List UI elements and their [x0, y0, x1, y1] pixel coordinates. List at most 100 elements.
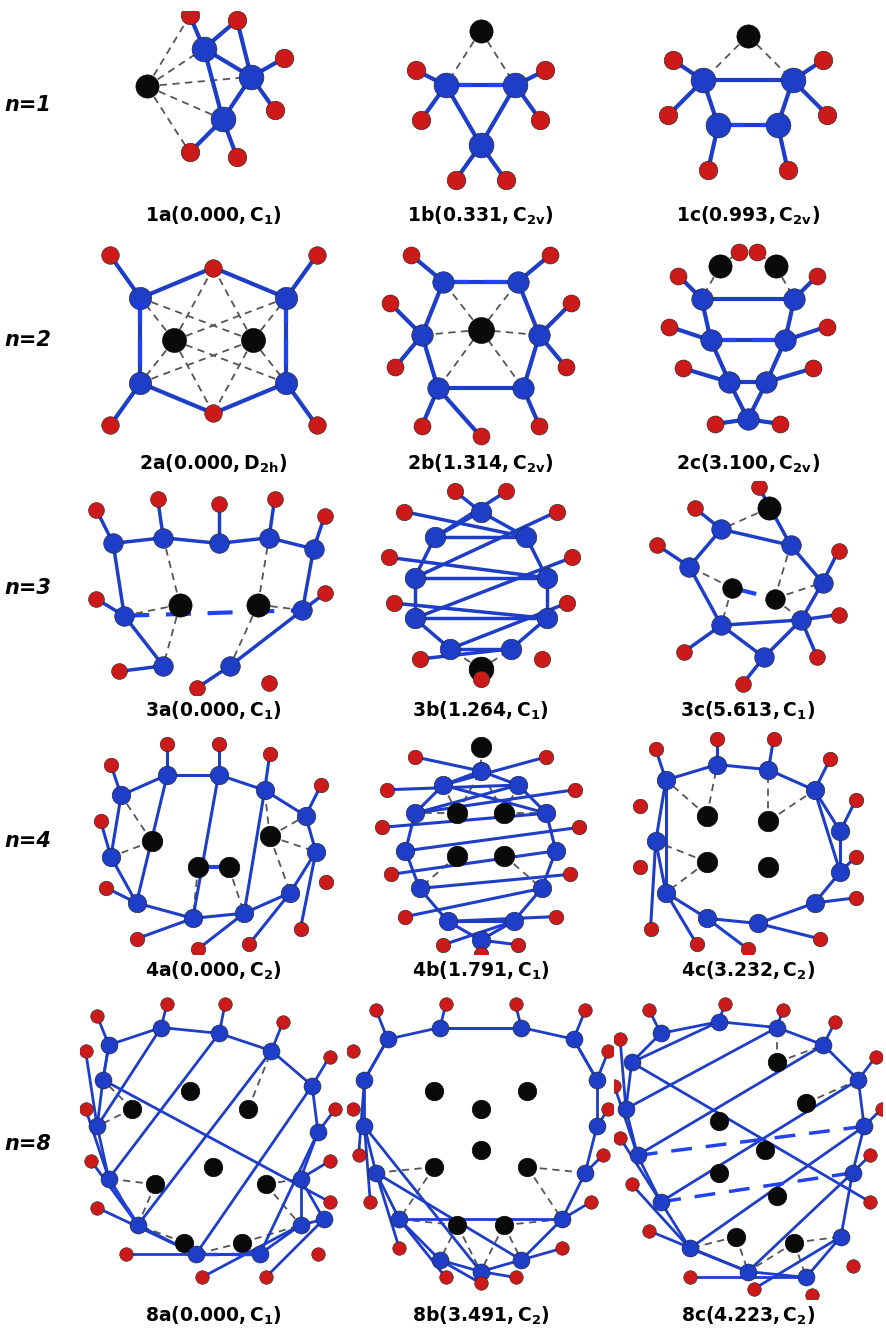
Point: [497, 844, 511, 866]
Point: [218, 993, 232, 1014]
Point: [241, 1099, 255, 1120]
Point: [538, 60, 552, 82]
Point: [794, 610, 808, 631]
Point: [584, 1191, 598, 1213]
Point: [323, 1191, 337, 1213]
Point: [212, 493, 226, 515]
Point: [631, 1144, 645, 1166]
Point: [96, 1069, 110, 1091]
Point: [160, 764, 175, 785]
Text: $\mathbf{1b}$$\mathbf{ (0.331, C}$$\mathbf{_{2v}}$$\mathbf{)}$: $\mathbf{1b}$$\mathbf{ (0.331, C}$$\math…: [408, 205, 554, 228]
Point: [404, 244, 418, 265]
Point: [408, 746, 422, 768]
Point: [183, 5, 197, 27]
Point: [94, 811, 108, 832]
Point: [293, 1168, 307, 1190]
Point: [540, 607, 554, 628]
Point: [590, 1116, 604, 1138]
Point: [258, 780, 272, 801]
Point: [379, 779, 393, 800]
Point: [770, 1186, 784, 1207]
Point: [714, 519, 728, 540]
Point: [316, 1209, 330, 1230]
Text: n=8: n=8: [4, 1134, 51, 1154]
Point: [431, 378, 445, 399]
Point: [711, 1110, 726, 1131]
Point: [259, 1266, 273, 1288]
Point: [788, 1231, 802, 1253]
Point: [770, 1052, 784, 1073]
Point: [474, 501, 488, 523]
Point: [131, 1214, 145, 1235]
Text: n=2: n=2: [4, 331, 51, 351]
Point: [106, 532, 120, 553]
Point: [119, 1244, 133, 1265]
Point: [849, 846, 863, 867]
Point: [318, 583, 332, 604]
Point: [450, 1214, 464, 1235]
Point: [741, 938, 755, 959]
Point: [276, 1010, 291, 1032]
Point: [408, 567, 422, 588]
Point: [190, 678, 204, 699]
Point: [815, 50, 829, 71]
Point: [696, 70, 711, 91]
Point: [474, 658, 488, 679]
Text: $\mathbf{3a}$$\mathbf{ (0.000, C}$$\mathbf{_{1}}$$\mathbf{)}$: $\mathbf{3a}$$\mathbf{ (0.000, C}$$\math…: [145, 699, 282, 722]
Point: [408, 607, 422, 628]
Point: [473, 426, 487, 448]
Point: [385, 863, 399, 884]
Point: [633, 856, 648, 878]
Point: [262, 527, 276, 548]
Point: [413, 649, 427, 670]
Point: [474, 1099, 488, 1120]
Point: [375, 816, 389, 838]
Point: [534, 649, 548, 670]
Point: [823, 749, 837, 770]
Point: [851, 1069, 866, 1091]
Point: [757, 646, 771, 667]
Point: [695, 288, 709, 310]
Point: [732, 241, 746, 263]
Point: [511, 271, 525, 292]
Point: [309, 415, 323, 437]
Point: [677, 641, 691, 662]
Point: [167, 330, 181, 351]
Point: [103, 245, 117, 267]
Point: [253, 1244, 267, 1265]
Point: [448, 481, 462, 502]
Point: [186, 907, 200, 929]
Point: [357, 1116, 371, 1138]
Point: [223, 655, 237, 677]
Point: [729, 1226, 743, 1248]
Point: [474, 134, 488, 155]
Point: [90, 1005, 105, 1026]
Point: [555, 1209, 569, 1230]
Text: n=1: n=1: [4, 95, 51, 115]
Point: [129, 929, 144, 950]
Point: [672, 265, 686, 287]
Point: [104, 754, 118, 776]
Point: [125, 1099, 139, 1120]
Text: $\mathbf{4b}$$\mathbf{ (1.791, C}$$\mathbf{_{1}}$$\mathbf{)}$: $\mathbf{4b}$$\mathbf{ (1.791, C}$$\math…: [412, 959, 549, 982]
Point: [433, 1017, 447, 1038]
Point: [183, 1081, 198, 1103]
Point: [314, 775, 328, 796]
Point: [714, 615, 728, 636]
Point: [440, 911, 455, 933]
Point: [590, 1069, 604, 1091]
Point: [804, 1284, 819, 1305]
Point: [103, 415, 117, 437]
Point: [190, 938, 205, 959]
Point: [102, 1168, 116, 1190]
Point: [548, 840, 563, 862]
Point: [363, 1191, 377, 1213]
Point: [788, 288, 802, 310]
Point: [820, 316, 834, 338]
Point: [618, 1099, 633, 1120]
Point: [812, 929, 827, 950]
Point: [474, 1139, 488, 1160]
Point: [369, 1000, 383, 1021]
Point: [807, 892, 821, 914]
Point: [346, 1040, 360, 1061]
